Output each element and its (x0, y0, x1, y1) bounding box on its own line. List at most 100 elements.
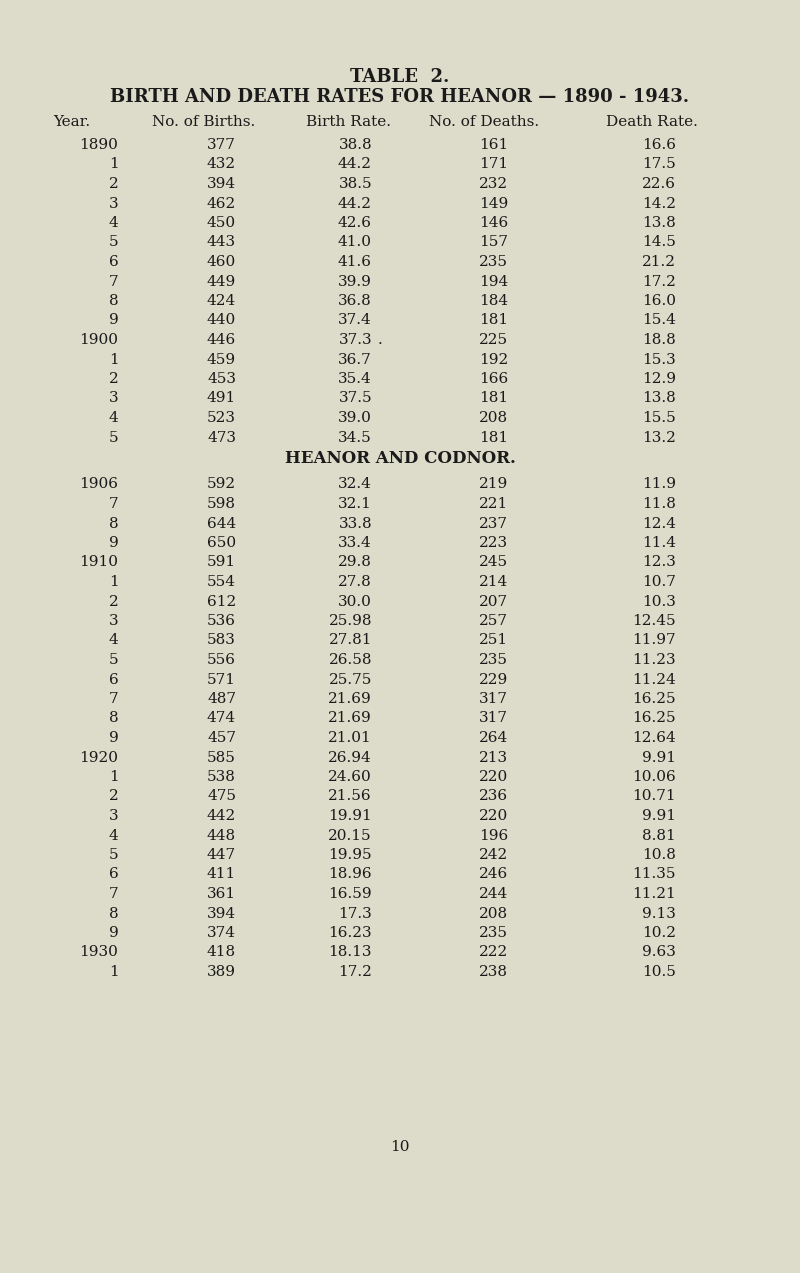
Text: 475: 475 (207, 789, 236, 803)
Text: 13.8: 13.8 (642, 216, 676, 230)
Text: 5: 5 (109, 653, 118, 667)
Text: 15.4: 15.4 (642, 313, 676, 327)
Text: 10: 10 (390, 1141, 410, 1155)
Text: 1: 1 (109, 770, 118, 784)
Text: 19.95: 19.95 (328, 848, 372, 862)
Text: 11.9: 11.9 (642, 477, 676, 491)
Text: 25.98: 25.98 (329, 614, 372, 628)
Text: .: . (378, 334, 382, 348)
Text: 389: 389 (207, 965, 236, 979)
Text: 11.4: 11.4 (642, 536, 676, 550)
Text: 585: 585 (207, 751, 236, 765)
Text: 7: 7 (109, 693, 118, 707)
Text: 11.8: 11.8 (642, 496, 676, 510)
Text: 14.5: 14.5 (642, 236, 676, 250)
Text: 9: 9 (109, 536, 118, 550)
Text: 1910: 1910 (79, 555, 118, 569)
Text: 6: 6 (109, 867, 118, 881)
Text: 34.5: 34.5 (338, 430, 372, 444)
Text: 9.63: 9.63 (642, 946, 676, 960)
Text: 12.4: 12.4 (642, 517, 676, 531)
Text: 1920: 1920 (79, 751, 118, 765)
Text: 6: 6 (109, 255, 118, 269)
Text: 8: 8 (109, 294, 118, 308)
Text: 1900: 1900 (79, 334, 118, 348)
Text: 9: 9 (109, 731, 118, 745)
Text: 5: 5 (109, 430, 118, 444)
Text: 181: 181 (479, 313, 508, 327)
Text: 251: 251 (479, 634, 508, 648)
Text: 8: 8 (109, 712, 118, 726)
Text: 238: 238 (479, 965, 508, 979)
Text: 411: 411 (206, 867, 236, 881)
Text: 9.91: 9.91 (642, 751, 676, 765)
Text: 4: 4 (109, 634, 118, 648)
Text: 221: 221 (478, 496, 508, 510)
Text: 21.2: 21.2 (642, 255, 676, 269)
Text: 21.56: 21.56 (328, 789, 372, 803)
Text: 447: 447 (207, 848, 236, 862)
Text: 13.8: 13.8 (642, 392, 676, 406)
Text: 18.96: 18.96 (328, 867, 372, 881)
Text: 37.5: 37.5 (338, 392, 372, 406)
Text: 25.75: 25.75 (329, 672, 372, 686)
Text: 17.5: 17.5 (642, 158, 676, 172)
Text: 30.0: 30.0 (338, 594, 372, 608)
Text: 17.3: 17.3 (338, 906, 372, 920)
Text: 474: 474 (207, 712, 236, 726)
Text: 538: 538 (207, 770, 236, 784)
Text: 5: 5 (109, 848, 118, 862)
Text: 220: 220 (478, 770, 508, 784)
Text: BIRTH AND DEATH RATES FOR HEANOR — 1890 - 1943.: BIRTH AND DEATH RATES FOR HEANOR — 1890 … (110, 88, 690, 106)
Text: 16.25: 16.25 (632, 693, 676, 707)
Text: 39.9: 39.9 (338, 275, 372, 289)
Text: 149: 149 (478, 196, 508, 210)
Text: 29.8: 29.8 (338, 555, 372, 569)
Text: 12.9: 12.9 (642, 372, 676, 386)
Text: 10.8: 10.8 (642, 848, 676, 862)
Text: 536: 536 (207, 614, 236, 628)
Text: 3: 3 (109, 810, 118, 824)
Text: 21.69: 21.69 (328, 712, 372, 726)
Text: 38.5: 38.5 (338, 177, 372, 191)
Text: 15.5: 15.5 (642, 411, 676, 425)
Text: 242: 242 (478, 848, 508, 862)
Text: 181: 181 (479, 430, 508, 444)
Text: 5: 5 (109, 236, 118, 250)
Text: 394: 394 (207, 906, 236, 920)
Text: 453: 453 (207, 372, 236, 386)
Text: 41.0: 41.0 (338, 236, 372, 250)
Text: 16.59: 16.59 (328, 887, 372, 901)
Text: 9.91: 9.91 (642, 810, 676, 824)
Text: 424: 424 (206, 294, 236, 308)
Text: 18.13: 18.13 (329, 946, 372, 960)
Text: 246: 246 (478, 867, 508, 881)
Text: 11.21: 11.21 (632, 887, 676, 901)
Text: HEANOR AND CODNOR.: HEANOR AND CODNOR. (285, 449, 515, 467)
Text: 571: 571 (207, 672, 236, 686)
Text: 41.6: 41.6 (338, 255, 372, 269)
Text: 37.4: 37.4 (338, 313, 372, 327)
Text: 1: 1 (109, 965, 118, 979)
Text: 171: 171 (479, 158, 508, 172)
Text: 8: 8 (109, 906, 118, 920)
Text: 432: 432 (207, 158, 236, 172)
Text: No. of Births.: No. of Births. (152, 115, 256, 129)
Text: 36.7: 36.7 (338, 353, 372, 367)
Text: 523: 523 (207, 411, 236, 425)
Text: 245: 245 (479, 555, 508, 569)
Text: 146: 146 (478, 216, 508, 230)
Text: 33.8: 33.8 (338, 517, 372, 531)
Text: 317: 317 (479, 693, 508, 707)
Text: 16.6: 16.6 (642, 137, 676, 151)
Text: 7: 7 (109, 275, 118, 289)
Text: 1: 1 (109, 353, 118, 367)
Text: 6: 6 (109, 672, 118, 686)
Text: 10.2: 10.2 (642, 925, 676, 939)
Text: 244: 244 (478, 887, 508, 901)
Text: 440: 440 (206, 313, 236, 327)
Text: 16.0: 16.0 (642, 294, 676, 308)
Text: 214: 214 (478, 575, 508, 589)
Text: 16.23: 16.23 (328, 925, 372, 939)
Text: 14.2: 14.2 (642, 196, 676, 210)
